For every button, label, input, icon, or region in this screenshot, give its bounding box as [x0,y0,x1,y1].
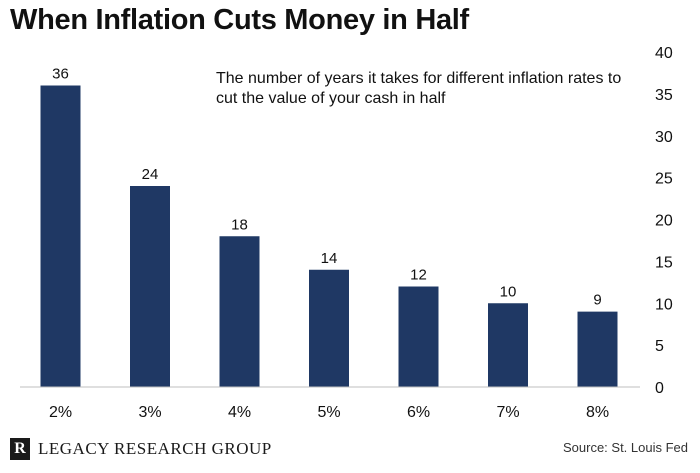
y-tick-label: 40 [655,45,673,62]
y-tick-label: 5 [655,338,664,355]
x-tick-label: 6% [407,404,430,421]
x-tick-label: 8% [586,404,609,421]
y-axis-ticks: 0 5 10 15 20 25 30 35 40 [655,45,673,397]
value-labels-group: 36 24 18 14 12 10 9 [52,66,602,309]
bar-6pct [398,286,439,387]
bar-5pct [309,269,349,387]
chart-title: When Inflation Cuts Money in Half [10,4,469,36]
bar-3pct [130,186,170,387]
x-tick-label: 3% [138,404,161,421]
y-tick-label: 35 [655,87,673,104]
bar-4pct [219,236,260,387]
chart-subtitle: The number of years it takes for differe… [216,70,622,107]
bar-2pct [40,85,81,387]
bar-value-label: 14 [321,250,338,267]
bar-7pct [488,303,528,387]
y-tick-label: 30 [655,129,673,146]
brand-logo-icon: R [10,438,30,460]
bar-8pct [577,311,618,387]
x-tick-label: 4% [228,404,251,421]
y-tick-label: 20 [655,213,673,230]
x-tick-label: 5% [317,404,340,421]
brand-name: LEGACY RESEARCH GROUP [38,439,272,458]
source-note: Source: St. Louis Fed [562,440,688,455]
bar-value-label: 12 [410,267,427,284]
bar-value-label: 36 [52,66,69,83]
bar-value-label: 18 [231,216,248,233]
bar-value-label: 9 [593,292,601,309]
bar-value-label: 10 [500,283,517,300]
x-tick-label: 2% [49,404,72,421]
x-tick-label: 7% [496,404,519,421]
y-tick-label: 0 [655,380,664,397]
bars-group [40,85,618,387]
bar-value-label: 24 [142,166,159,183]
brand-logo: R LEGACY RESEARCH GROUP [10,436,272,462]
y-tick-label: 10 [655,296,673,313]
x-axis-ticks: 2% 3% 4% 5% 6% 7% 8% [49,404,609,421]
y-tick-label: 25 [655,171,673,188]
y-tick-label: 15 [655,254,673,271]
